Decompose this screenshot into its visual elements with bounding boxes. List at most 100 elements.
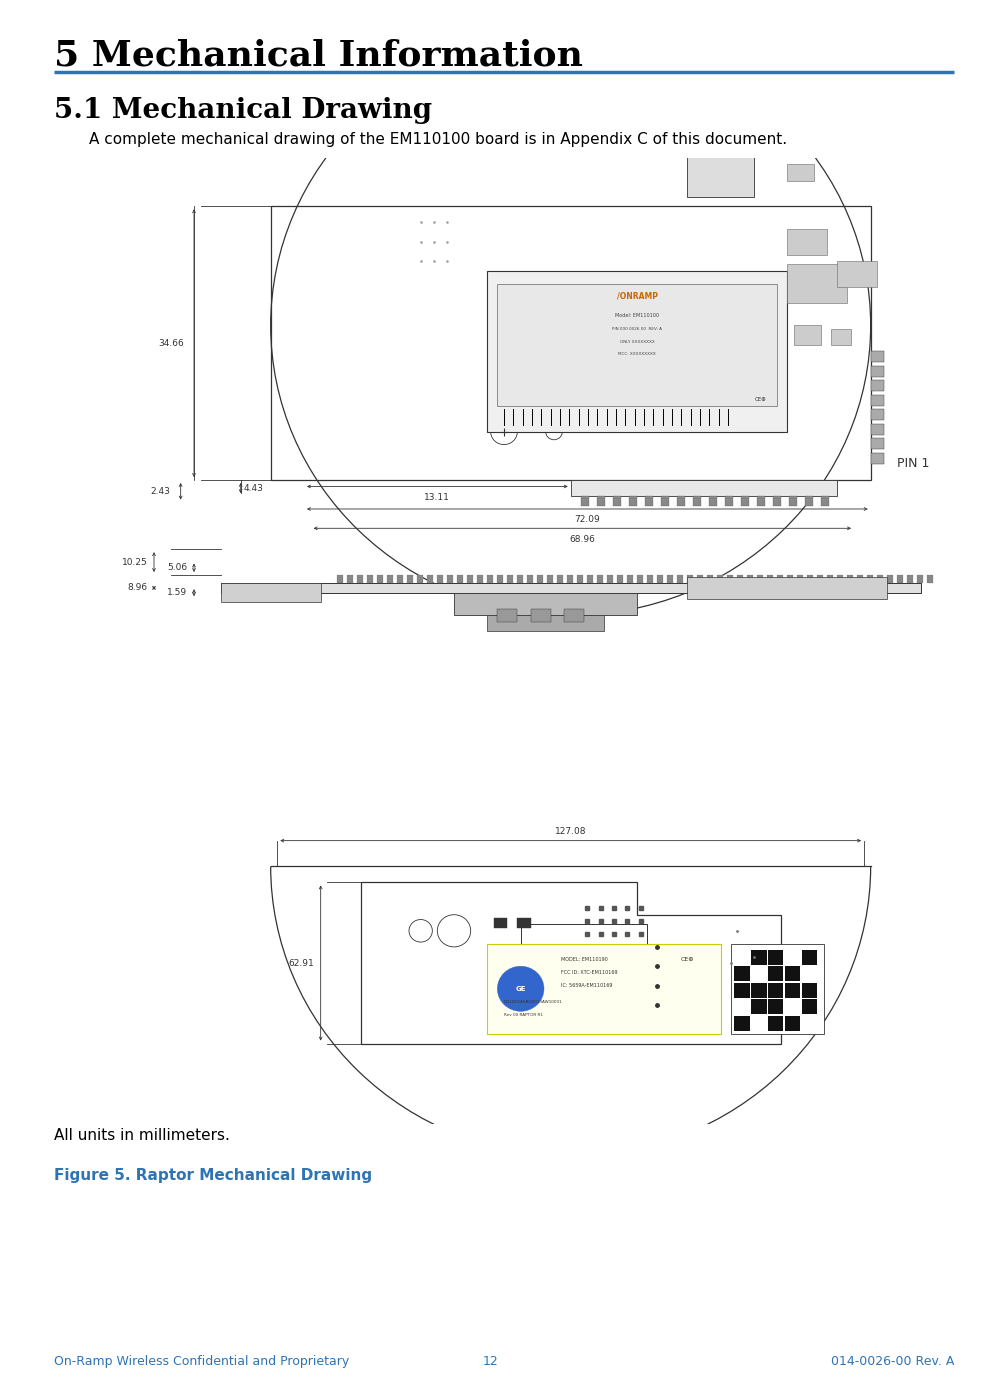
Bar (660, 496, 669, 506)
Bar (677, 575, 684, 584)
Bar (497, 284, 777, 406)
Bar (768, 966, 784, 981)
Bar (588, 575, 594, 584)
Bar (528, 575, 534, 584)
Bar (788, 165, 814, 180)
Bar (817, 575, 823, 584)
Bar (645, 496, 653, 506)
Bar (748, 575, 753, 584)
Bar (727, 575, 734, 584)
Bar (647, 575, 653, 584)
Text: 13.11: 13.11 (425, 493, 450, 502)
Bar (785, 983, 800, 998)
Bar (677, 496, 685, 506)
Bar (617, 575, 623, 584)
Bar (337, 575, 343, 584)
Bar (221, 584, 920, 593)
Text: A complete mechanical drawing of the EM110100 board is in Appendix C of this doc: A complete mechanical drawing of the EM1… (89, 132, 787, 147)
Bar (734, 966, 749, 981)
Bar (597, 575, 603, 584)
Bar (596, 496, 605, 506)
Bar (387, 575, 393, 584)
Bar (821, 496, 829, 506)
Bar (898, 575, 904, 584)
Bar (871, 351, 884, 363)
Bar (917, 575, 923, 584)
Bar (773, 496, 781, 506)
Polygon shape (688, 116, 754, 197)
Bar (488, 270, 788, 431)
Bar (428, 575, 434, 584)
Bar (838, 575, 844, 584)
Bar (708, 496, 717, 506)
Text: CE⊕: CE⊕ (754, 396, 766, 402)
Text: CE⊕: CE⊕ (681, 958, 695, 962)
Bar (789, 496, 797, 506)
Text: DG1D01A5BD0013AW10001: DG1D01A5BD0013AW10001 (504, 999, 563, 1003)
Text: GE: GE (515, 985, 526, 992)
Bar (627, 575, 634, 584)
Text: MODEL: EM110190: MODEL: EM110190 (561, 958, 607, 962)
Bar (738, 575, 744, 584)
Bar (757, 575, 763, 584)
Bar (688, 577, 888, 599)
Bar (581, 496, 589, 506)
Bar (638, 575, 644, 584)
Bar (731, 944, 824, 1034)
Bar (751, 949, 766, 965)
Bar (768, 949, 784, 965)
Text: 8.96: 8.96 (128, 584, 147, 592)
Bar (871, 424, 884, 435)
Bar (871, 438, 884, 449)
Bar (557, 575, 563, 584)
Bar (734, 983, 749, 998)
Bar (454, 593, 638, 615)
Text: 5.06: 5.06 (167, 563, 187, 572)
Text: 68.96: 68.96 (569, 535, 595, 543)
Bar (798, 575, 803, 584)
Text: 34.66: 34.66 (158, 338, 184, 348)
Bar (547, 575, 553, 584)
Text: PIN 1: PIN 1 (898, 457, 930, 470)
Bar (688, 575, 694, 584)
Bar (807, 575, 813, 584)
Text: 10.25: 10.25 (122, 557, 147, 567)
Bar (801, 983, 817, 998)
Bar (751, 999, 766, 1015)
Bar (785, 966, 800, 981)
Bar (488, 575, 493, 584)
Bar (517, 575, 523, 584)
Text: Model: EM110100: Model: EM110100 (615, 313, 659, 319)
Text: 127.08: 127.08 (555, 827, 587, 836)
Bar (877, 575, 883, 584)
Text: 014-0026-00 Rev. A: 014-0026-00 Rev. A (831, 1356, 954, 1368)
Text: 5.1 Mechanical Drawing: 5.1 Mechanical Drawing (54, 97, 432, 123)
Bar (801, 949, 817, 965)
Bar (417, 575, 424, 584)
Bar (478, 575, 484, 584)
Bar (734, 1016, 749, 1031)
Bar (871, 366, 884, 377)
Bar (751, 983, 766, 998)
Bar (768, 983, 784, 998)
Bar (488, 615, 604, 632)
Bar (494, 918, 507, 927)
Bar (848, 575, 853, 584)
Text: MCC: XXXXXXXXX: MCC: XXXXXXXXX (618, 352, 656, 356)
Text: PIN 000 0026 00  REV: A: PIN 000 0026 00 REV: A (612, 327, 662, 331)
Text: 1.59: 1.59 (167, 588, 187, 597)
Bar (777, 575, 784, 584)
Text: On-Ramp Wireless Confidential and Proprietary: On-Ramp Wireless Confidential and Propri… (54, 1356, 349, 1368)
Bar (838, 261, 877, 287)
Bar (467, 575, 474, 584)
Bar (407, 575, 413, 584)
Bar (613, 496, 621, 506)
Bar (794, 326, 821, 345)
Bar (397, 575, 403, 584)
Bar (871, 395, 884, 406)
Text: 62.91: 62.91 (288, 959, 314, 967)
Bar (767, 575, 773, 584)
Bar (571, 480, 838, 496)
Text: /ONRAMP: /ONRAMP (617, 292, 658, 301)
Bar (488, 944, 721, 1034)
